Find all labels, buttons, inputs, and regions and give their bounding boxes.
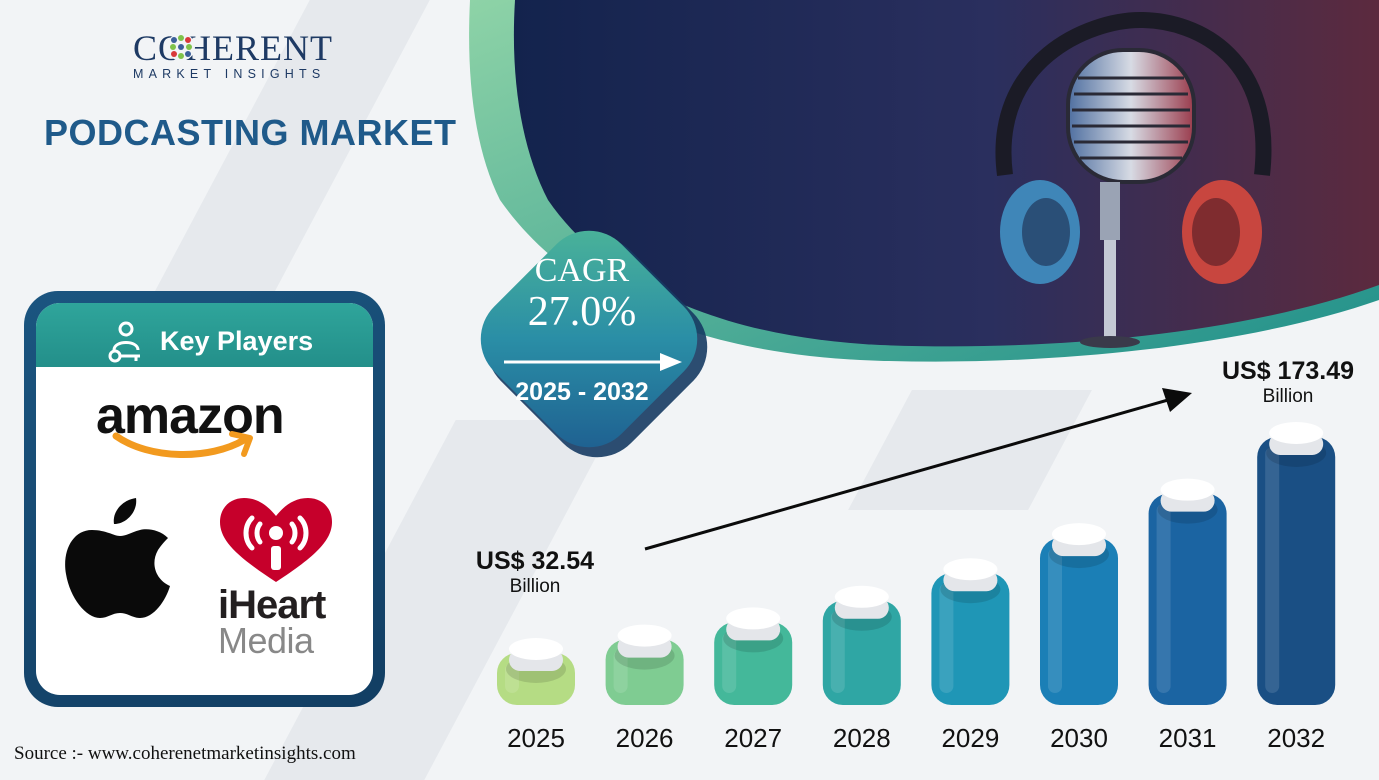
bar-2026 <box>605 624 684 705</box>
brand-logo: COHERENT MARKET INSIGHTS <box>133 30 373 81</box>
end-value-amount: US$ 173.49 <box>1221 357 1355 385</box>
trend-arrow-line <box>644 398 1169 551</box>
start-value-label: US$ 32.54 Billion <box>470 547 600 598</box>
page-title: PODCASTING MARKET <box>44 112 457 153</box>
brand-subtitle: MARKET INSIGHTS <box>133 67 326 81</box>
cagr-arrow-icon <box>504 353 682 371</box>
cagr-period: 2025 - 2032 <box>515 378 649 406</box>
start-value-unit: Billion <box>509 576 561 597</box>
iheart-logo-text: iHeart <box>218 583 326 627</box>
x-tick-label: 2029 <box>941 723 999 753</box>
key-players-header <box>36 303 373 367</box>
x-tick-label: 2027 <box>724 723 782 753</box>
brand-name: COHERENT <box>133 28 333 68</box>
key-players-card <box>24 291 385 707</box>
cagr-info: CAGR 27.0% <box>498 252 666 336</box>
iheart-logo-subtext: Media <box>218 620 314 661</box>
bar-2029 <box>931 558 1010 705</box>
bar-2030 <box>1040 523 1118 705</box>
start-value-amount: US$ 32.54 <box>475 547 595 575</box>
trend-arrow-head <box>1162 388 1192 412</box>
amazon-logo: amazon <box>96 387 285 445</box>
source-note: Source :- www.coherenetmarketinsights.co… <box>14 743 356 764</box>
x-tick-label: 2032 <box>1267 723 1325 753</box>
key-players-title: Key Players <box>160 326 314 356</box>
end-value-unit: Billion <box>1262 386 1314 407</box>
cagr-label: CAGR <box>534 252 630 289</box>
bar-2031 <box>1148 478 1227 705</box>
bar-2028 <box>822 585 901 705</box>
bar-2027 <box>714 607 793 705</box>
x-tick-label: 2028 <box>833 723 891 753</box>
headphones-microphone-icon <box>995 11 1272 348</box>
x-tick-label: 2026 <box>616 723 674 753</box>
iheart-logo-icon <box>220 498 332 582</box>
bar-2032 <box>1257 422 1336 705</box>
x-tick-label: 2025 <box>507 723 565 753</box>
amazon-smile-icon <box>112 431 253 458</box>
apple-logo-icon <box>65 498 170 618</box>
end-value-label: US$ 173.49 Billion <box>1218 357 1358 408</box>
hero-image <box>469 0 1379 362</box>
x-tick-label: 2030 <box>1050 723 1108 753</box>
cagr-value: 27.0% <box>527 289 637 335</box>
x-tick-label: 2031 <box>1159 723 1217 753</box>
key-players-icon <box>108 321 140 363</box>
cagr-badge <box>480 230 708 458</box>
bar-2025 <box>497 638 575 705</box>
logo-dot-icon <box>167 33 195 61</box>
